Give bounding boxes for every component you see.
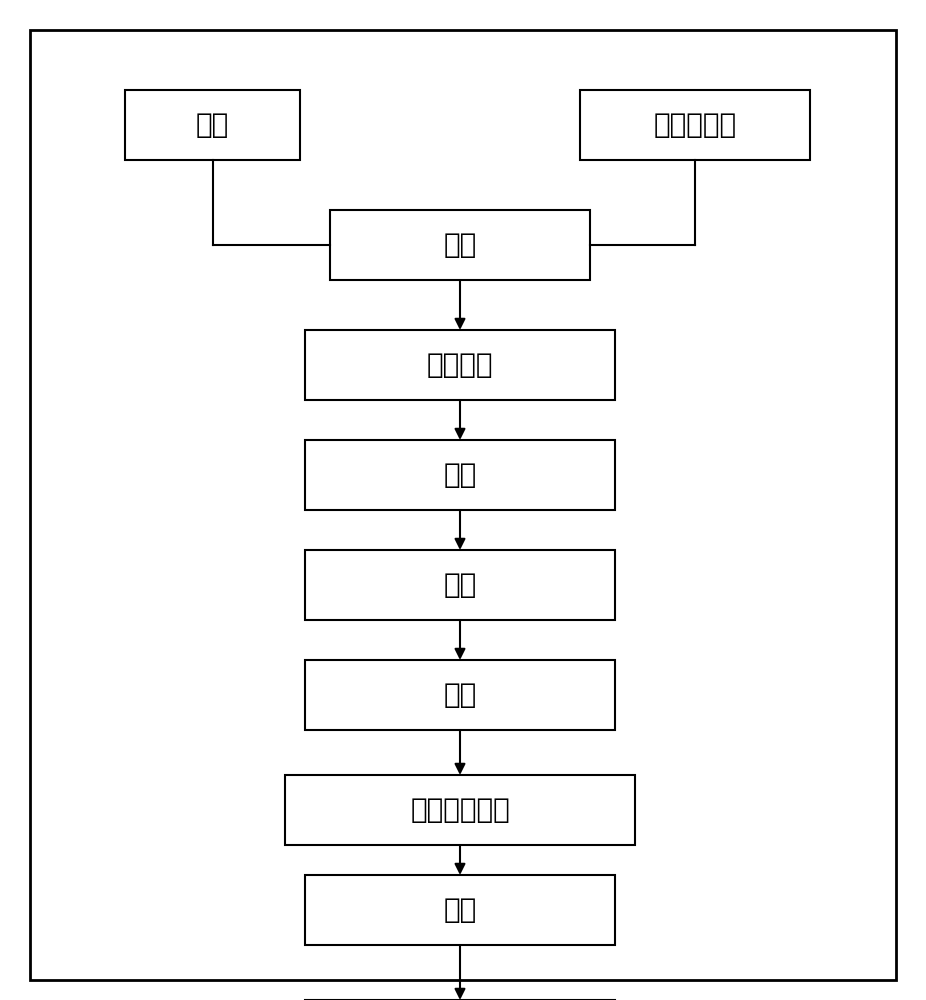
Bar: [285, 775, 635, 845]
Text: 扩散粘接: 扩散粘接: [427, 351, 494, 379]
Bar: [305, 330, 615, 400]
Text: 脱氢: 脱氢: [444, 681, 477, 709]
Bar: [305, 875, 615, 945]
Bar: [330, 210, 590, 280]
Bar: [305, 440, 615, 510]
Text: 氢化: 氢化: [444, 461, 477, 489]
Text: 合金元素粉: 合金元素粉: [654, 111, 736, 139]
Bar: [305, 660, 615, 730]
Text: 压制: 压制: [444, 896, 477, 924]
Text: 破碎: 破碎: [444, 571, 477, 599]
Bar: [125, 90, 300, 160]
Bar: [580, 90, 810, 160]
Bar: [305, 550, 615, 620]
Text: 混合: 混合: [444, 231, 477, 259]
Text: 扩散粘接粉末: 扩散粘接粉末: [410, 796, 510, 824]
Text: 钛粉: 钛粉: [196, 111, 229, 139]
